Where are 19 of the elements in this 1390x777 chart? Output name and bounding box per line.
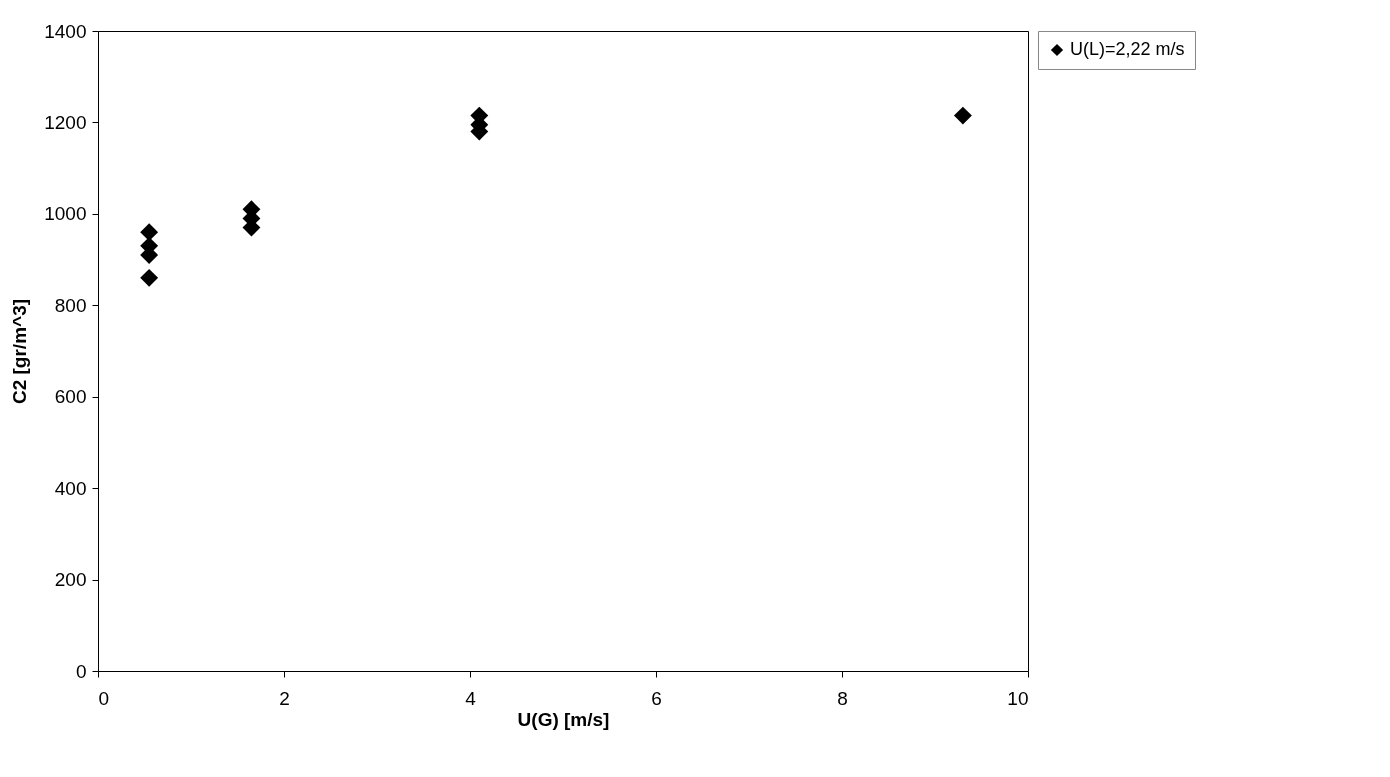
x-tick-label: 2 [279, 687, 290, 709]
y-tick-label: 600 [54, 386, 87, 408]
legend-label: U(L)=2,22 m/s [1070, 39, 1185, 59]
y-axis-title: C2 [gr/m^3] [9, 298, 31, 405]
point [953, 106, 972, 125]
y-tick-label: 800 [54, 294, 87, 316]
y-tick-label: 0 [75, 660, 87, 682]
x-tick-label: 10 [1007, 687, 1029, 709]
y-tick-label: 200 [54, 569, 87, 591]
point [140, 268, 159, 287]
y-tick-label: 1200 [44, 111, 87, 133]
x-tick-label: 6 [651, 687, 662, 709]
x-tick-label: 4 [465, 687, 477, 709]
x-tick-label: 8 [837, 687, 848, 709]
y-tick-label: 400 [54, 477, 87, 499]
y-tick-label: 1000 [44, 203, 87, 225]
x-tick-label: 0 [98, 687, 110, 709]
x-axis-title: U(G) [m/s] [517, 708, 610, 730]
y-tick-label: 1400 [44, 20, 87, 42]
